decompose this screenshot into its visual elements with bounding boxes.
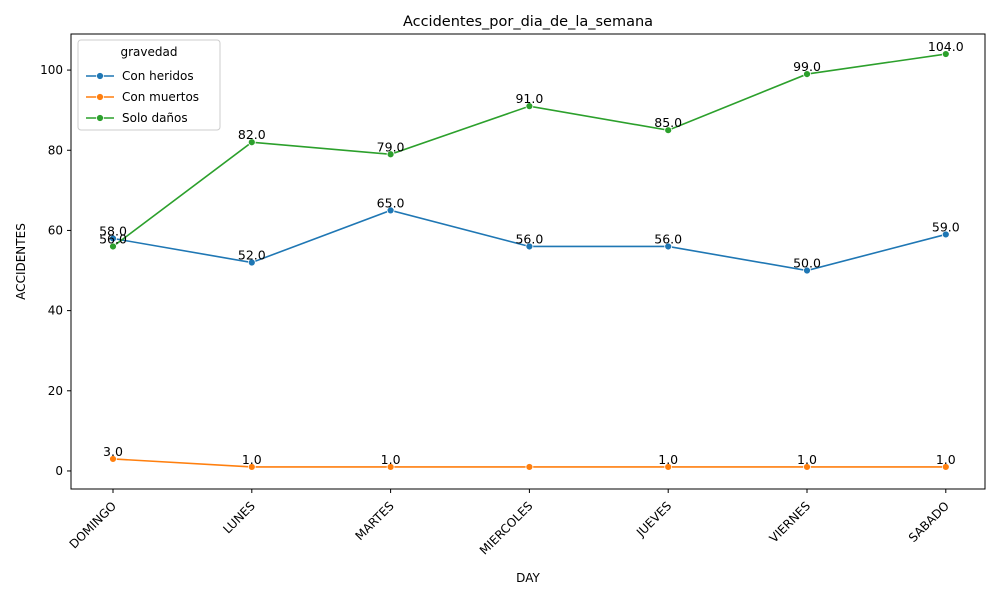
data-label: 52.0 [238,248,266,263]
data-point [803,70,811,78]
x-tick-label: DOMINGO [67,499,120,552]
data-point [941,463,950,471]
data-point [664,463,673,471]
data-point [247,138,256,147]
data-point [941,230,950,239]
legend-entry: Solo daños [122,111,188,125]
data-point [525,463,534,471]
data-point [386,463,395,471]
series-layer [109,50,950,471]
data-label: 56.0 [99,231,127,246]
data-point [247,463,256,471]
y-tick-label: 60 [48,223,63,237]
data-label: 65.0 [377,195,405,210]
data-label: 1.0 [797,452,817,467]
plot-frame [70,33,986,490]
x-tick-label: MIERCOLES [477,499,536,558]
data-label: 1.0 [936,452,956,467]
legend-title: gravedad [121,45,178,59]
data-labels-layer: 58.0 52.0 65.0 56.0 56.0 50.0 59.0 3.0 1.0 1.0 1.0… [99,39,964,467]
legend: gravedad Con heridos Con muertos Solo daños [77,39,221,131]
data-point [109,242,117,251]
legend-entry: Con heridos [122,69,194,83]
data-label: 82.0 [238,127,266,142]
data-point [803,266,811,275]
x-tick-label: VIERNES [767,499,814,546]
chart-title: Accidentes_por_dia_de_la_semana [403,14,653,30]
y-tick-label: 80 [48,143,63,157]
x-tick-label: SABADO [906,499,952,545]
legend-swatch-marker [96,114,104,122]
legend-swatch-marker [96,72,104,80]
data-point [109,455,117,463]
data-label: 79.0 [377,139,405,154]
legend-box [77,39,221,131]
data-label: 50.0 [793,256,821,271]
data-label: 104.0 [928,39,964,54]
data-label: 85.0 [654,115,682,130]
data-label: 1.0 [381,452,401,467]
data-point [664,242,673,251]
x-axis-label: DAY [516,571,540,585]
x-tick-label: MARTES [352,499,396,543]
data-label: 99.0 [793,59,821,74]
data-label: 91.0 [515,91,543,106]
data-label: 1.0 [242,452,262,467]
x-tick-label: LUNES [220,499,258,537]
data-label: 56.0 [654,231,682,246]
data-label: 1.0 [658,452,678,467]
data-point [386,150,395,159]
y-tick-label: 20 [48,384,63,398]
series-line [112,53,946,248]
data-label: 56.0 [515,231,543,246]
data-label: 59.0 [932,219,960,234]
legend-entry: Con muertos [122,90,199,104]
y-tick-label: 40 [48,304,63,318]
data-point [803,463,811,471]
data-point [525,242,534,251]
data-point [664,126,673,135]
y-axis-label: ACCIDENTES [14,223,28,300]
y-tick-label: 100 [40,63,63,77]
legend-swatch-marker [96,93,104,101]
data-point [247,258,256,267]
data-point [386,206,395,215]
data-label: 3.0 [103,444,123,459]
data-point [525,102,534,111]
data-point [941,50,950,58]
x-tick-label: JUEVES [633,499,674,540]
data-point [109,234,117,243]
data-label: 58.0 [99,223,127,238]
y-tick-label: 0 [55,464,63,478]
